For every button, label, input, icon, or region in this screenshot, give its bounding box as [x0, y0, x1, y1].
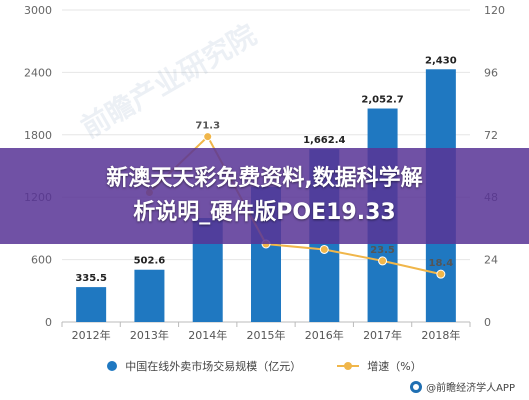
bar-data-label: 335.5	[75, 273, 107, 284]
x-tick-label: 2017年	[363, 328, 402, 342]
overlay-banner: 新澳天天彩免费资料,数据科学解 析说明_硬件版POE19.33	[0, 148, 529, 244]
legend-item-bar: 中国在线外卖市场交易规模（亿元）	[107, 358, 301, 374]
line-point	[378, 256, 388, 266]
x-tick-label: 2012年	[72, 328, 111, 342]
y-left-tick-label: 600	[31, 254, 52, 267]
line-point	[203, 132, 213, 142]
legend-line-swatch	[337, 362, 360, 370]
bar-data-label: 2,430	[425, 55, 457, 66]
line-data-label: 23.5	[370, 245, 395, 256]
x-tick-label: 2018年	[421, 328, 460, 342]
bar-data-label: 502.6	[134, 256, 166, 267]
legend-bar-swatch	[107, 361, 118, 371]
growth-rate-line	[148, 134, 442, 276]
bar-data-label: 2,052.7	[361, 95, 403, 106]
bar	[76, 287, 107, 322]
y-right-tick-label: 72	[484, 129, 498, 142]
y-left-tick-label: 3000	[24, 4, 52, 17]
source-credit: @前瞻经济学人APP	[410, 379, 515, 394]
line-data-label: 18.4	[429, 258, 454, 269]
legend-line-label: 增速（%）	[367, 360, 422, 373]
brand-logo-icon	[410, 380, 423, 393]
x-tick-label: 2014年	[188, 328, 227, 342]
source-text: @前瞻经济学人APP	[426, 383, 515, 394]
chart-legend: 中国在线外卖市场交易规模（亿元） 增速（%）	[0, 354, 529, 378]
line-point	[319, 244, 329, 254]
y-left-tick-label: 1800	[24, 129, 52, 142]
x-tick-label: 2013年	[130, 328, 169, 342]
banner-line-2: 析说明_硬件版POE19.33	[133, 200, 396, 225]
y-right-tick-label: 24	[484, 254, 498, 267]
line-data-label: 71.3	[195, 121, 220, 132]
bar-data-label: 1,662.4	[303, 135, 345, 146]
y-right-tick-label: 96	[484, 66, 498, 79]
y-right-tick-label: 0	[484, 316, 491, 329]
banner-line-1: 新澳天天彩免费资料,数据科学解	[106, 166, 423, 191]
bar	[134, 269, 165, 322]
y-left-tick-label: 2400	[24, 66, 52, 79]
y-left-tick-label: 0	[45, 316, 52, 329]
y-right-tick-label: 120	[484, 4, 505, 17]
x-tick-label: 2016年	[305, 328, 344, 342]
legend-bar-label: 中国在线外卖市场交易规模（亿元）	[125, 360, 302, 373]
x-tick-label: 2015年	[247, 328, 286, 342]
legend-item-line: 增速（%）	[337, 358, 422, 374]
line-point	[436, 269, 446, 279]
